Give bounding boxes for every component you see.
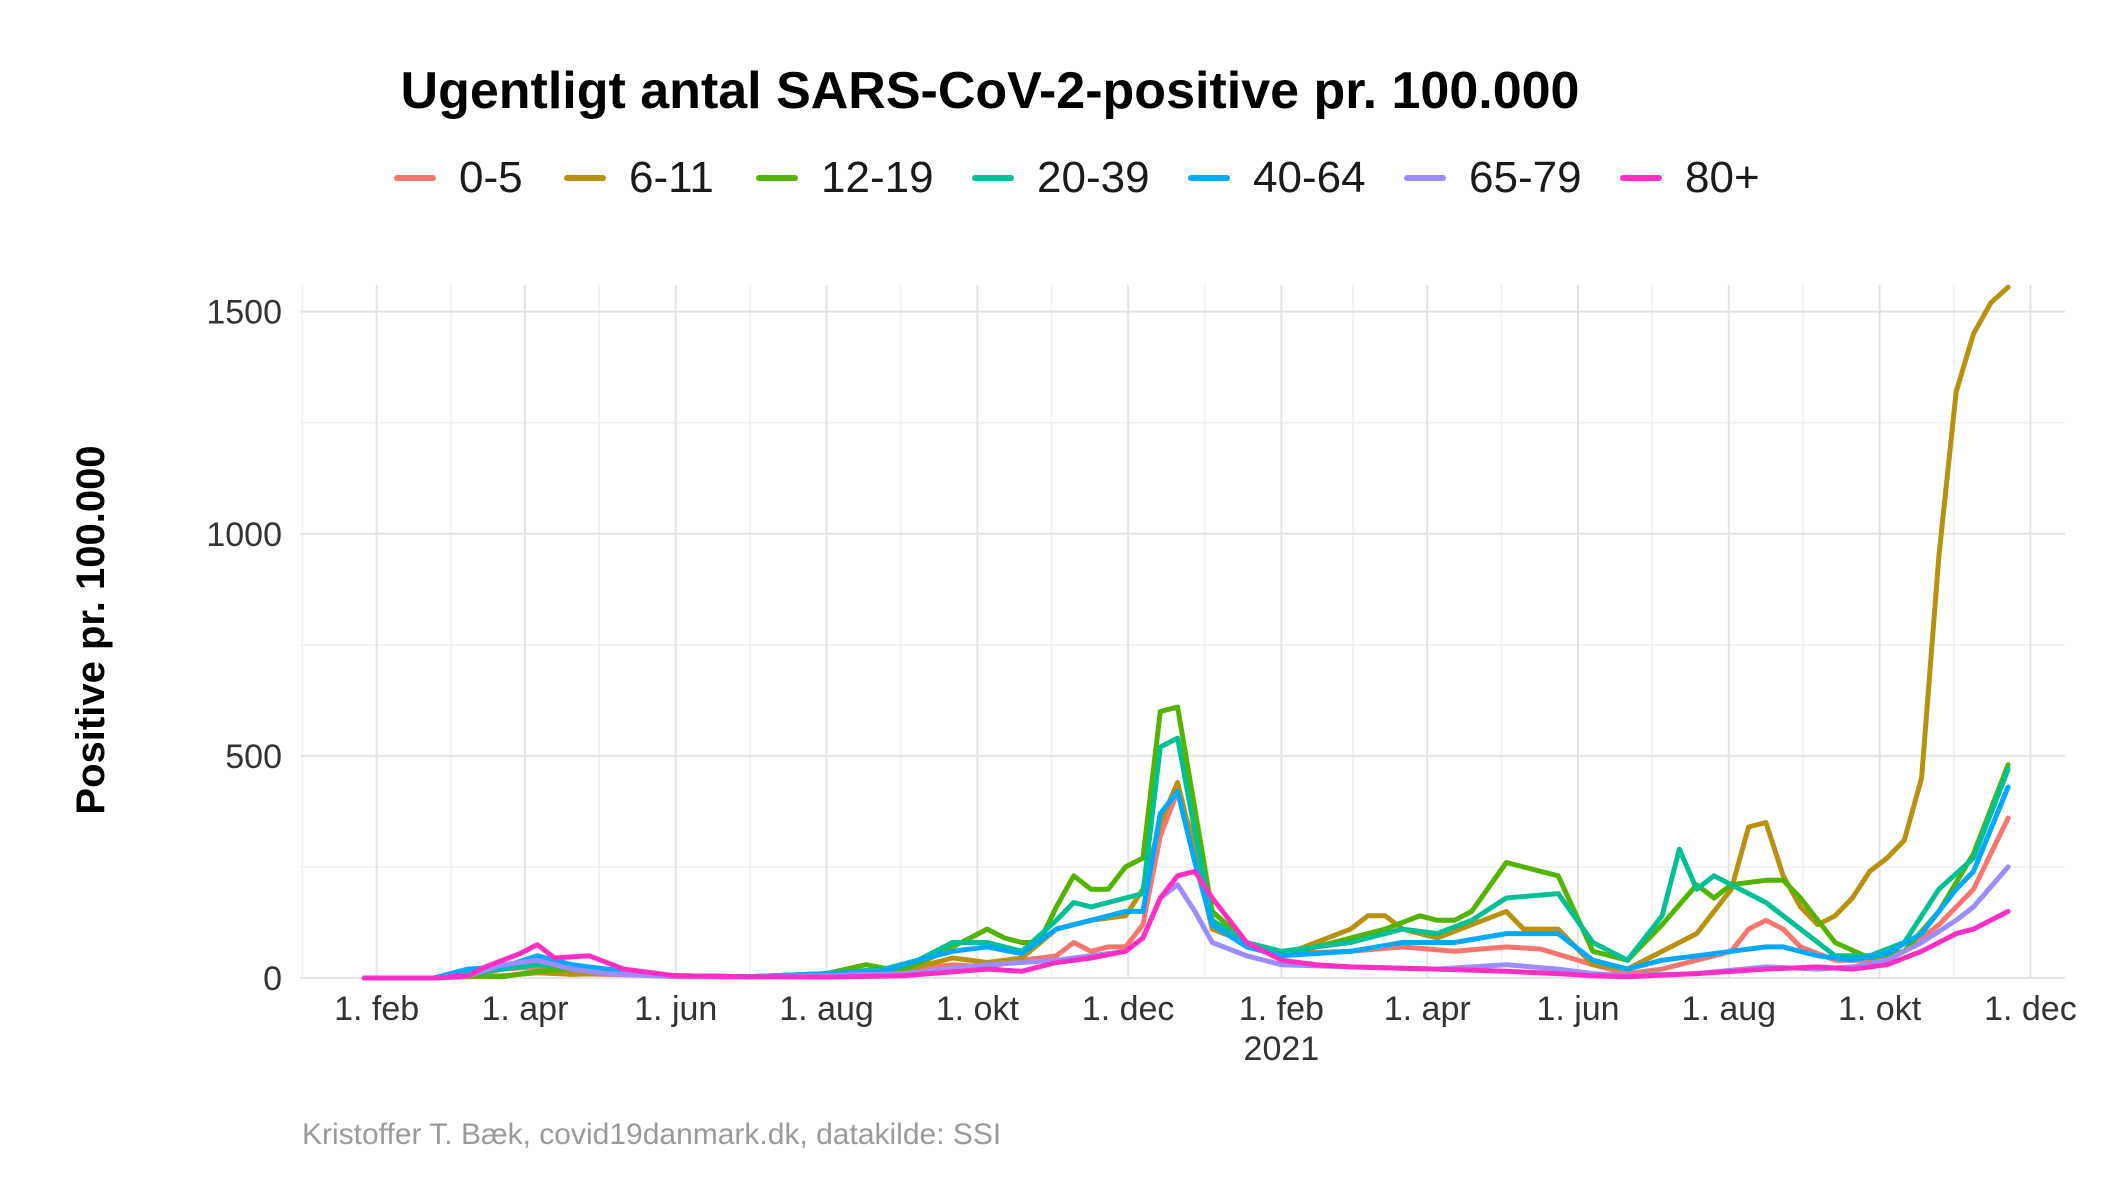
x-tick-label: 1. okt (1838, 990, 1922, 1028)
x-tick-label: 1. apr (1384, 990, 1471, 1028)
legend-item-40-64: 40-64 (1188, 153, 1366, 202)
series-line-20-39 (361, 735, 2011, 981)
y-tick-label: 1000 (206, 516, 282, 554)
x-tick-label: 1. jun (1536, 990, 1619, 1028)
legend-label: 12-19 (821, 153, 934, 202)
legend: 0-5 6-11 12-19 20-39 40-64 65-79 80+ (394, 153, 1760, 202)
y-axis-label: Positive pr. 100.000 (69, 445, 113, 814)
x-tick-label: 1. feb (334, 990, 419, 1028)
x-tick-label: 1. aug (779, 990, 874, 1028)
y-tick-label: 500 (225, 738, 282, 776)
x-tick-label: 1. aug (1682, 990, 1777, 1028)
legend-label: 40-64 (1253, 153, 1366, 202)
legend-item-0-5: 0-5 (394, 153, 523, 202)
y-axis: 0 500 1000 1500 (206, 294, 282, 998)
x-tick-label: 1. jun (634, 990, 717, 1028)
x-tick-label: 1. dec (1082, 990, 1175, 1028)
legend-item-12-19: 12-19 (756, 153, 934, 202)
legend-label: 20-39 (1037, 153, 1150, 202)
x-tick-label: 1. dec (1984, 990, 2077, 1028)
chart-title: Ugentligt antal SARS-CoV-2-positive pr. … (401, 62, 1580, 120)
x-tick-label: 1. apr (481, 990, 568, 1028)
legend-item-20-39: 20-39 (972, 153, 1150, 202)
legend-label: 80+ (1685, 153, 1760, 202)
y-tick-label: 1500 (206, 294, 282, 332)
legend-item-80+: 80+ (1620, 153, 1760, 202)
legend-label: 6-11 (629, 153, 714, 202)
x-tick-label: 1. feb (1239, 990, 1324, 1028)
legend-label: 0-5 (459, 153, 523, 202)
x-tick-year-label: 2021 (1244, 1030, 1320, 1068)
y-tick-label: 0 (263, 960, 282, 998)
legend-item-6-11: 6-11 (564, 153, 714, 202)
series-line-12-19 (361, 704, 2011, 981)
x-tick-label: 1. okt (936, 990, 1020, 1028)
x-axis: 1. feb 1. apr 1. jun 1. aug 1. okt 1. dec 1. f… (334, 990, 2077, 1068)
chart-caption: Kristoffer T. Bæk, covid19danmark.dk, da… (302, 1118, 1001, 1151)
series-line-80+ (361, 868, 2011, 981)
series-lines (361, 284, 2011, 981)
legend-item-65-79: 65-79 (1404, 153, 1582, 202)
legend-label: 65-79 (1469, 153, 1582, 202)
